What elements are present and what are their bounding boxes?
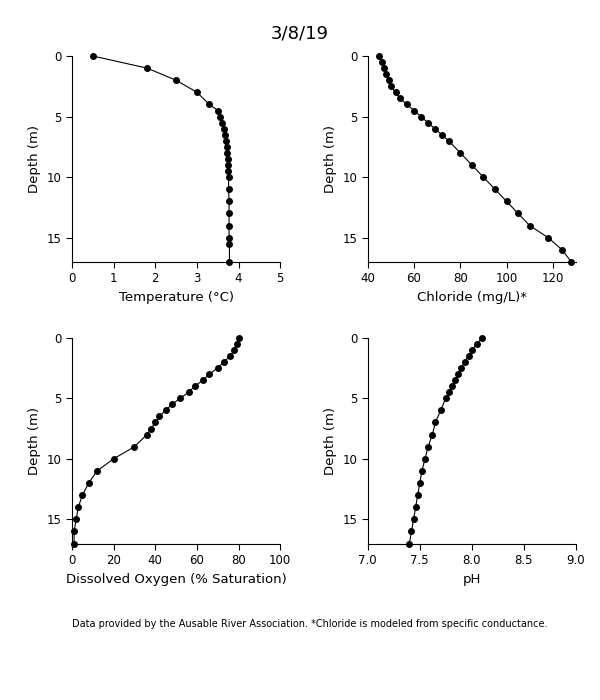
Y-axis label: Depth (m): Depth (m)	[28, 125, 41, 193]
X-axis label: Chloride (mg/L)*: Chloride (mg/L)*	[417, 291, 527, 304]
X-axis label: pH: pH	[463, 573, 481, 586]
X-axis label: Dissolved Oxygen (% Saturation): Dissolved Oxygen (% Saturation)	[66, 573, 287, 586]
Y-axis label: Depth (m): Depth (m)	[28, 407, 41, 475]
Y-axis label: Depth (m): Depth (m)	[324, 125, 337, 193]
Y-axis label: Depth (m): Depth (m)	[324, 407, 337, 475]
Text: Data provided by the Ausable River Association. *Chloride is modeled from specif: Data provided by the Ausable River Assoc…	[72, 620, 548, 629]
X-axis label: Temperature (°C): Temperature (°C)	[119, 291, 233, 304]
Text: 3/8/19: 3/8/19	[271, 25, 329, 43]
